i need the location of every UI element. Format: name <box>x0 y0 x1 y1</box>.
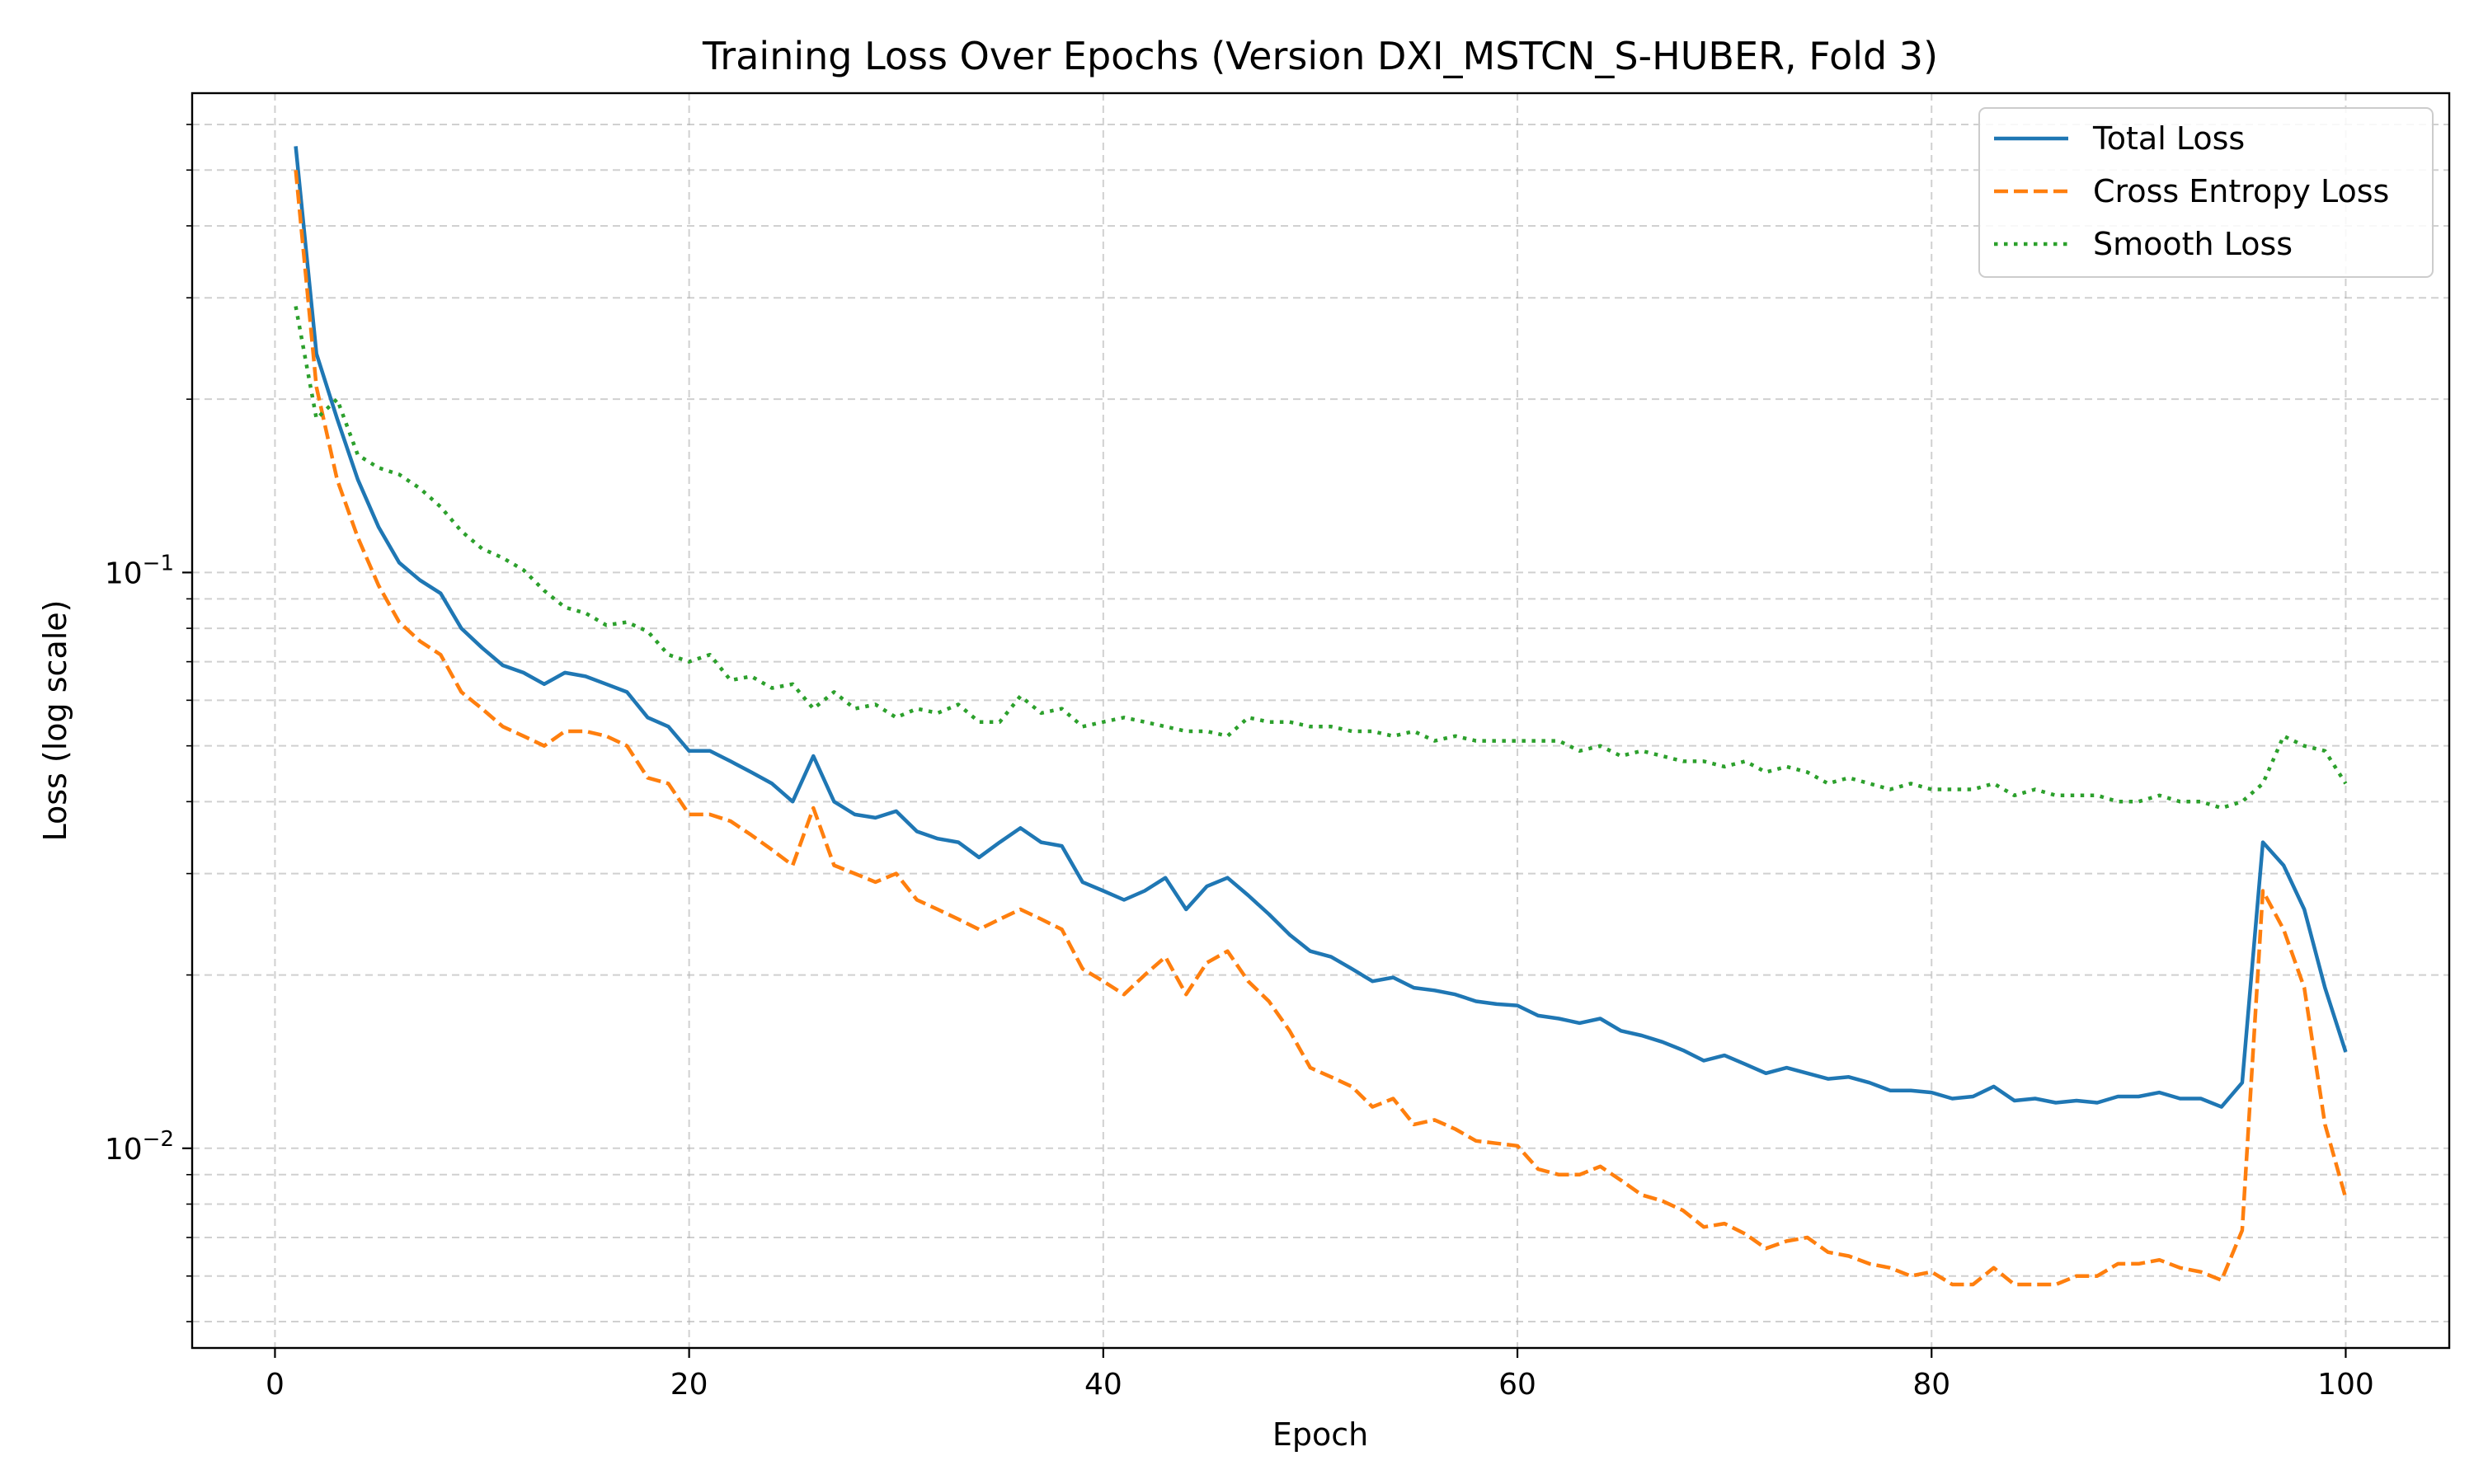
x-tick-label: 40 <box>1084 1368 1122 1402</box>
y-axis-label: Loss (log scale) <box>37 600 73 842</box>
y-tick-base: 10 <box>105 1133 143 1167</box>
x-axis-label: Epoch <box>1272 1416 1368 1453</box>
y-tick-exponent: −1 <box>143 551 174 575</box>
series-layer <box>294 146 2348 1287</box>
legend-box <box>1978 107 2434 278</box>
chart-title: Training Loss Over Epochs (Version DXI_M… <box>702 34 1938 78</box>
y-tick-label: 10−2 <box>105 1127 174 1167</box>
legend: Total Loss Cross Entropy Loss Smooth Los… <box>1978 107 2434 278</box>
total-loss-line <box>294 146 2348 1109</box>
x-tick-label: 60 <box>1498 1368 1536 1402</box>
legend-label-cross-entropy: Cross Entropy Loss <box>2093 173 2389 209</box>
legend-label-smooth: Smooth Loss <box>2093 226 2293 262</box>
x-tick-label: 0 <box>266 1368 285 1402</box>
x-tick-label: 100 <box>2317 1368 2374 1402</box>
plot-frame <box>190 92 2451 1350</box>
x-tick-label: 80 <box>1912 1368 1950 1402</box>
legend-label-total: Total Loss <box>2092 120 2245 157</box>
y-tick-base: 10 <box>105 556 143 590</box>
y-tick-exponent: −2 <box>143 1127 174 1152</box>
cross-entropy-loss-line <box>294 170 2348 1287</box>
smooth-loss-line <box>294 306 2348 810</box>
y-tick-label: 10−1 <box>105 551 174 590</box>
x-tick-label: 20 <box>670 1368 708 1402</box>
